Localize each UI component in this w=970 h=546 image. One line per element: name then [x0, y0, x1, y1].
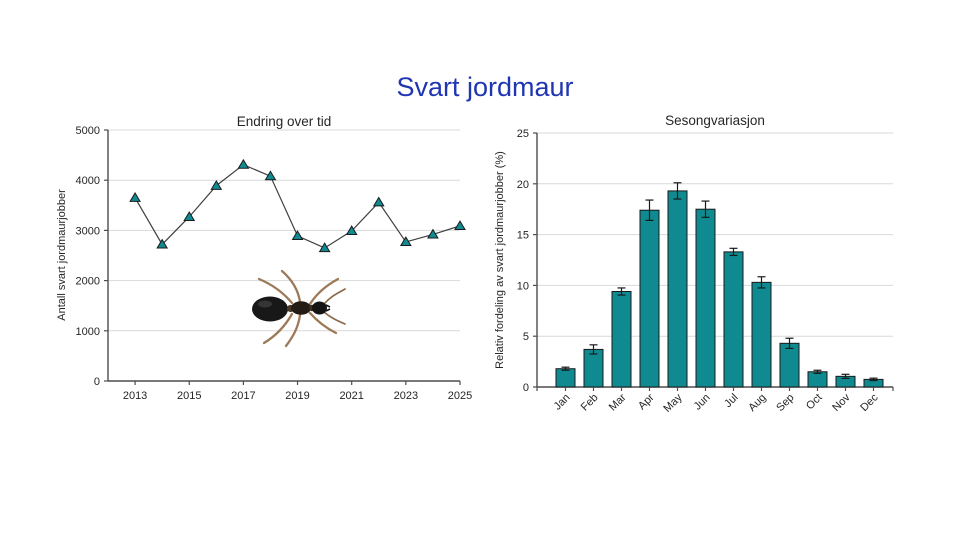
data-point-marker [427, 228, 439, 239]
trend-line-chart: 0 1000 2000 3000 4000 5000 2013 2015 2017 2019 202… [56, 114, 472, 402]
month-tick-label: Mar [607, 391, 629, 413]
y-axis-label: Antall svart jordmaurjobber [56, 189, 68, 321]
bar-jul [723, 251, 744, 388]
y-axis-label: Relativ fordeling av svart jordmaurjobbe… [494, 151, 506, 369]
data-point-marker [399, 236, 412, 247]
data-point-marker [291, 230, 304, 241]
y-tick-label: 0 [94, 376, 100, 388]
y-tick-label: 5000 [76, 125, 100, 137]
bar-mar [611, 290, 632, 388]
chart-title: Endring over tid [237, 114, 332, 129]
data-point-marker [156, 238, 169, 249]
month-tick-label: Jan [552, 392, 573, 413]
month-tick-label: May [661, 391, 685, 415]
month-tick-label: Oct [804, 392, 825, 413]
month-tick-label: Apr [636, 391, 657, 412]
month-tick-label: Jun [692, 392, 713, 413]
seasonal-bar-chart: 0 5 10 15 20 25 Jan Feb Mar Apr May Jun Jul Aug Sep Oct… [494, 113, 894, 415]
data-point-marker [183, 211, 196, 221]
month-tick-label: Aug [746, 392, 768, 414]
data-point-marker [372, 196, 385, 207]
y-tick-label: 0 [523, 382, 529, 394]
y-tick-label: 4000 [76, 175, 100, 187]
data-point-marker [210, 179, 223, 190]
x-tick-label: 2015 [177, 390, 201, 402]
x-tick-label: 2025 [448, 390, 472, 402]
bar-sep [779, 342, 800, 388]
x-tick-label: 2013 [123, 390, 147, 402]
y-tick-label: 1000 [76, 326, 100, 338]
month-tick-label: Dec [858, 391, 881, 414]
month-tick-label: Feb [579, 392, 601, 414]
x-tick-label: 2017 [231, 390, 255, 402]
data-point-marker [237, 158, 250, 169]
y-tick-label: 2000 [76, 276, 100, 288]
month-tick-label: Jul [722, 392, 740, 410]
y-tick-label: 3000 [76, 225, 100, 237]
y-tick-label: 25 [517, 128, 529, 140]
month-tick-label: Nov [830, 391, 853, 414]
bar-oct [807, 371, 828, 388]
x-tick-label: 2023 [394, 390, 418, 402]
x-tick-label: 2021 [339, 390, 363, 402]
chart-title: Sesongvariasjon [665, 113, 765, 128]
bar-apr [639, 209, 660, 388]
page-title: Svart jordmaur [396, 72, 574, 102]
y-tick-label: 20 [517, 179, 529, 191]
y-tick-label: 5 [523, 331, 529, 343]
data-point-marker [129, 191, 141, 202]
ant-legs [257, 269, 340, 348]
ant-image [252, 269, 346, 348]
x-tick-label: 2019 [285, 390, 309, 402]
ant-antennae [323, 288, 346, 325]
y-tick-label: 10 [517, 280, 529, 292]
y-tick-label: 15 [517, 230, 529, 242]
bar-aug [751, 281, 772, 388]
bar-feb [583, 348, 604, 388]
data-point-marker [454, 220, 466, 230]
bar-jun [695, 208, 716, 388]
data-point-marker [264, 170, 277, 181]
ant-body [252, 296, 331, 322]
bar-may [667, 190, 688, 388]
bar-jan [555, 368, 576, 388]
data-point-marker [345, 225, 358, 236]
data-point-marker [318, 242, 331, 253]
month-tick-label: Sep [774, 392, 796, 414]
